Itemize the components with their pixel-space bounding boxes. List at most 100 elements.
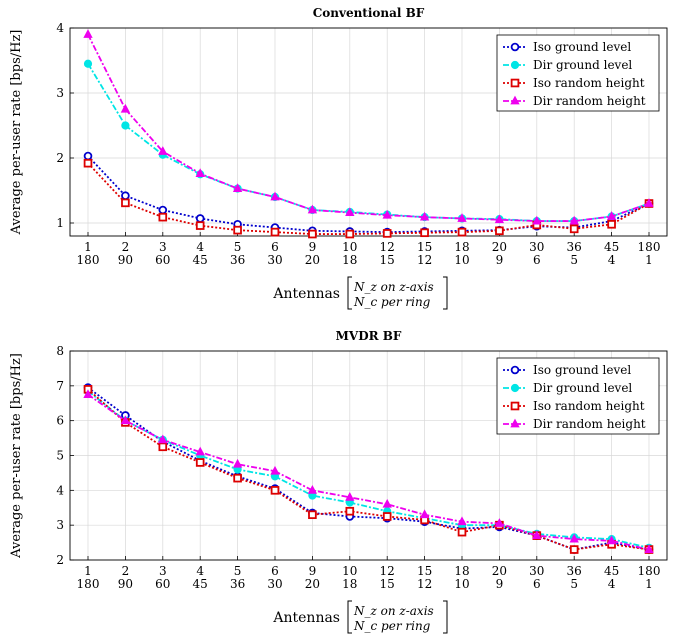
x-tick-label-top: 15: [417, 564, 432, 578]
data-point: [195, 214, 205, 223]
data-point: [158, 442, 168, 452]
legend-marker: [510, 60, 520, 70]
data-point: [83, 29, 93, 38]
x-tick-label-top: 10: [342, 564, 357, 578]
legend-marker: [510, 383, 520, 393]
chart-panel-0: Conventional BF1234118029036044553663092…: [9, 6, 668, 310]
x-tick-label-bottom: 45: [193, 577, 208, 591]
x-tick-label-top: 30: [529, 240, 544, 254]
x-tick-label-bottom: 10: [454, 577, 469, 591]
x-label-bracket-left: [347, 600, 352, 634]
x-tick-label-top: 12: [380, 240, 395, 254]
x-tick-label-top: 6: [271, 240, 279, 254]
series-line-2: [87, 162, 650, 235]
x-tick-label-top: 2: [122, 240, 130, 254]
data-point: [121, 121, 130, 130]
x-tick-label-bottom: 180: [77, 577, 100, 591]
x-tick-label-top: 5: [234, 240, 242, 254]
data-point: [270, 486, 280, 495]
x-tick-label-top: 6: [271, 564, 279, 578]
legend-marker: [510, 418, 520, 428]
x-tick-label-bottom: 12: [417, 253, 432, 267]
data-point: [420, 228, 429, 238]
data-point: [569, 215, 579, 225]
x-tick-label-top: 18: [454, 240, 469, 254]
chart-title: Conventional BF: [313, 6, 425, 20]
x-tick-label-top: 30: [529, 564, 544, 578]
y-tick-label: 2: [56, 553, 64, 567]
legend-label: Iso ground level: [533, 40, 631, 54]
x-tick-label-top: 45: [604, 240, 619, 254]
x-tick-label-bottom: 4: [608, 253, 616, 267]
y-axis-label: Average per-user rate [bps/Hz]: [9, 353, 24, 559]
x-axis-label-line2: N_c per ring: [353, 619, 431, 633]
x-axis-label-line1: N_z on z-axis: [353, 280, 434, 294]
x-tick-label-top: 4: [196, 564, 204, 578]
y-tick-label: 3: [56, 86, 64, 100]
data-point: [195, 458, 205, 467]
x-tick-label-top: 3: [159, 564, 167, 578]
data-point: [83, 158, 93, 168]
x-tick-label-top: 180: [638, 240, 661, 254]
x-tick-label-bottom: 9: [496, 577, 504, 591]
data-point: [606, 535, 617, 545]
data-point: [233, 225, 242, 235]
data-point: [382, 209, 392, 219]
x-tick-label-bottom: 18: [342, 577, 357, 591]
data-point: [232, 183, 243, 192]
x-tick-label-top: 15: [417, 240, 432, 254]
data-point: [233, 473, 242, 483]
data-point: [307, 204, 318, 214]
x-axis-label: Antennas: [272, 610, 340, 626]
data-point: [569, 533, 579, 543]
x-tick-label-bottom: 6: [533, 253, 541, 267]
data-point: [270, 191, 280, 201]
data-point: [382, 498, 392, 508]
data-point: [457, 527, 467, 537]
y-tick-label: 8: [56, 344, 64, 358]
chart-title: MVDR BF: [336, 329, 402, 343]
data-point: [495, 226, 504, 236]
y-tick-label: 2: [56, 151, 64, 165]
data-point: [121, 191, 130, 201]
x-tick-label-bottom: 5: [570, 577, 578, 591]
x-tick-label-top: 20: [492, 240, 507, 254]
x-tick-label-bottom: 12: [417, 577, 432, 591]
data-point: [158, 146, 168, 155]
data-point: [345, 207, 355, 217]
x-tick-label-bottom: 45: [193, 253, 208, 267]
series-line-3: [87, 34, 650, 222]
x-tick-label-top: 9: [309, 564, 317, 578]
x-tick-label-top: 1: [84, 564, 92, 578]
x-tick-label-bottom: 15: [380, 577, 395, 591]
legend-label: Dir random height: [533, 417, 646, 431]
data-point: [270, 227, 280, 237]
x-tick-label-bottom: 60: [155, 577, 170, 591]
y-tick-label: 1: [56, 216, 64, 230]
data-point: [457, 227, 467, 237]
y-tick-label: 7: [56, 379, 64, 393]
y-tick-label: 3: [56, 518, 64, 532]
data-point: [307, 484, 318, 494]
legend-marker: [510, 78, 520, 88]
legend-label: Dir random height: [533, 94, 646, 108]
x-tick-label-bottom: 60: [155, 253, 170, 267]
x-tick-label-bottom: 10: [454, 253, 469, 267]
x-tick-label-bottom: 90: [118, 577, 133, 591]
data-point: [457, 213, 467, 222]
legend-marker: [510, 365, 520, 375]
legend-label: Dir ground level: [533, 58, 632, 72]
data-point: [195, 446, 205, 456]
data-point: [494, 214, 505, 224]
data-point: [232, 458, 243, 468]
x-tick-label-top: 5: [234, 564, 242, 578]
y-tick-label: 5: [56, 449, 64, 463]
data-point: [419, 509, 430, 519]
legend-label: Iso random height: [533, 399, 645, 413]
x-tick-label-bottom: 30: [267, 253, 282, 267]
data-point: [382, 512, 392, 521]
data-point: [195, 221, 205, 230]
x-tick-label-bottom: 6: [533, 577, 541, 591]
data-point: [419, 211, 430, 221]
